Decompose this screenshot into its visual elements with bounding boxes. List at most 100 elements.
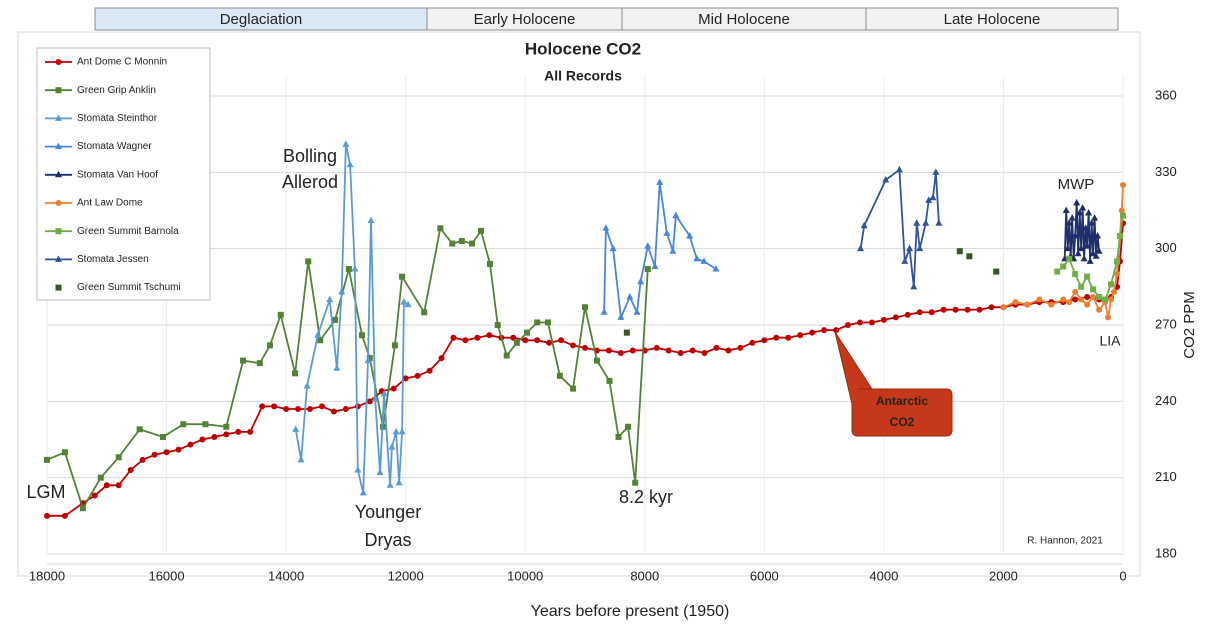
point: [1092, 252, 1100, 259]
point: [737, 344, 744, 351]
point: [653, 344, 660, 351]
point: [821, 327, 828, 334]
point: [266, 342, 273, 349]
point: [1012, 299, 1019, 306]
point: [1082, 224, 1090, 231]
point: [582, 344, 588, 351]
chart-title: Holocene CO2: [525, 39, 641, 58]
point: [651, 262, 659, 269]
point: [392, 427, 400, 435]
point: [546, 339, 553, 346]
point: [55, 59, 62, 65]
point: [458, 238, 465, 245]
point: [426, 367, 433, 374]
point: [615, 433, 622, 440]
annotation: Dryas: [364, 530, 411, 550]
point: [629, 347, 636, 354]
point: [494, 322, 501, 328]
point: [895, 165, 903, 173]
point: [55, 142, 62, 150]
point: [1120, 212, 1126, 219]
point: [522, 337, 529, 344]
point: [317, 337, 324, 344]
point: [593, 357, 600, 364]
y-tick-label: 240: [1155, 393, 1177, 408]
point: [761, 337, 768, 344]
annotation: Antarctic: [876, 394, 928, 408]
point: [380, 389, 388, 397]
point: [127, 467, 134, 474]
point: [139, 456, 146, 463]
annotation: Younger: [355, 502, 421, 522]
point: [644, 266, 651, 273]
annotation: Allerod: [282, 172, 338, 192]
point: [202, 421, 209, 428]
point: [1090, 294, 1097, 301]
point: [880, 316, 887, 323]
point: [582, 304, 588, 311]
y-tick-label: 360: [1155, 87, 1177, 102]
point: [910, 282, 918, 290]
point: [342, 405, 349, 412]
period-label: Late Holocene: [944, 11, 1041, 28]
point: [1096, 294, 1103, 301]
point: [1096, 306, 1103, 313]
point: [283, 405, 290, 412]
point: [860, 221, 868, 229]
point: [1079, 203, 1087, 211]
point: [390, 385, 397, 392]
point: [305, 258, 312, 265]
point: [665, 347, 672, 354]
point: [486, 260, 493, 267]
x-tick-label: 0: [1119, 568, 1126, 583]
x-tick-label: 8000: [630, 568, 659, 583]
point: [633, 308, 641, 315]
point: [797, 332, 804, 339]
point: [617, 349, 624, 356]
point: [503, 352, 510, 359]
point: [103, 482, 110, 489]
point: [247, 428, 254, 435]
point: [988, 304, 995, 311]
legend-label: Green Summit Barnola: [77, 226, 179, 237]
point: [211, 433, 218, 440]
point: [91, 492, 98, 499]
point: [773, 334, 780, 341]
point: [402, 375, 409, 382]
point: [1078, 296, 1085, 303]
point: [79, 505, 86, 512]
point: [163, 449, 170, 456]
point: [421, 309, 428, 316]
point: [346, 160, 354, 168]
point: [1072, 296, 1079, 303]
point: [534, 337, 541, 344]
point: [928, 309, 935, 316]
point: [345, 266, 352, 273]
annotation: LGM: [26, 482, 65, 502]
annotation: CO2: [890, 415, 915, 429]
point: [388, 443, 396, 450]
point: [644, 242, 652, 249]
point: [904, 311, 911, 318]
point: [940, 306, 947, 313]
period-label: Mid Holocene: [698, 11, 790, 28]
point: [1068, 214, 1076, 221]
point: [332, 316, 339, 323]
point: [1102, 296, 1109, 303]
point: [966, 253, 973, 260]
point: [366, 355, 373, 362]
point: [359, 488, 367, 496]
x-axis-label: Years before present (1950): [531, 603, 730, 620]
point: [414, 372, 421, 379]
point: [367, 216, 375, 224]
point: [809, 329, 816, 336]
point: [1074, 249, 1082, 257]
point: [1072, 271, 1079, 278]
point: [314, 331, 322, 338]
point: [400, 298, 408, 305]
point: [712, 265, 720, 272]
point: [913, 219, 921, 226]
point: [450, 334, 457, 341]
point: [693, 254, 701, 262]
